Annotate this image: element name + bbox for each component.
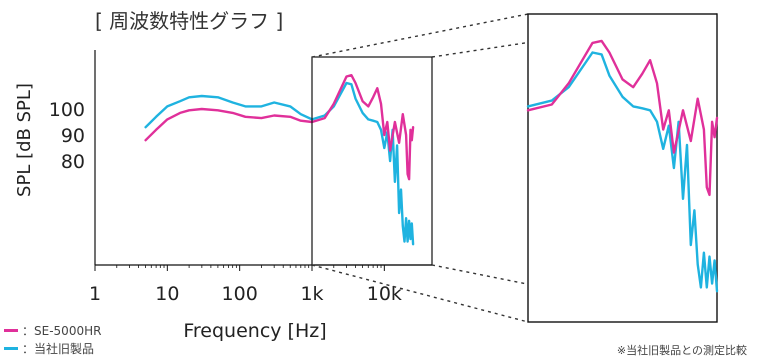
y-tick-label: 80 bbox=[61, 151, 85, 173]
legend-swatch-se5000hr bbox=[4, 329, 18, 332]
y-tick-label: 90 bbox=[61, 125, 85, 147]
legend-label-old-product: ：当社旧製品 bbox=[22, 340, 94, 357]
legend-label-se5000hr: ：SE-5000HR bbox=[22, 322, 101, 339]
legend-swatch-old-product bbox=[4, 347, 18, 350]
y-tick-labels: 80 90 100 bbox=[49, 99, 85, 173]
x-tick-label: 100 bbox=[222, 283, 258, 305]
measurement-note: ※当社旧製品との測定比較 bbox=[617, 342, 747, 358]
x-axis-label: Frequency [Hz] bbox=[183, 320, 326, 342]
y-axis-label: SPL [dB SPL] bbox=[14, 83, 35, 197]
x-tick-label: 10k bbox=[367, 283, 402, 305]
x-tick-label: 1k bbox=[300, 283, 323, 305]
zoom-region-box bbox=[312, 57, 432, 265]
y-tick-label: 100 bbox=[49, 99, 85, 121]
main-plot-series bbox=[146, 75, 414, 244]
x-tick-labels: 1 10 100 1k 10k bbox=[89, 265, 402, 305]
zoom-connector-bottom bbox=[312, 265, 528, 322]
series-line-0 bbox=[146, 75, 414, 179]
series-line-1 bbox=[146, 83, 414, 244]
chart-title: [ 周波数特性グラフ ] bbox=[95, 9, 283, 33]
x-tick-label: 10 bbox=[155, 283, 179, 305]
zoom-connector-top bbox=[312, 14, 528, 57]
legend-item-se5000hr: ：SE-5000HR bbox=[4, 322, 101, 339]
x-tick-label: 1 bbox=[89, 283, 101, 305]
legend-item-old-product: ：当社旧製品 bbox=[4, 340, 94, 357]
